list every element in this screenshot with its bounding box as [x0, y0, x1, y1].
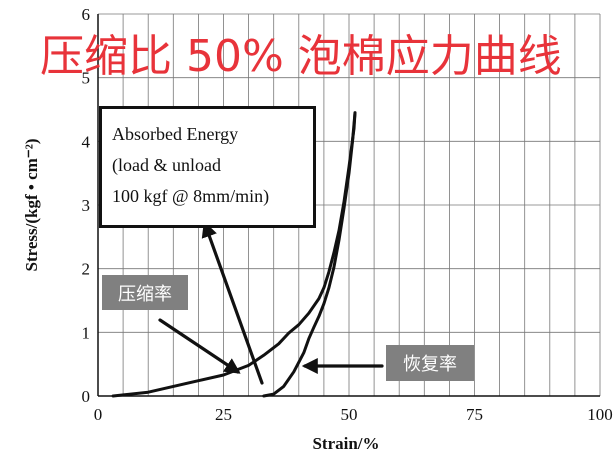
x-tick-label: 25 [215, 405, 232, 424]
x-tick-label: 75 [466, 405, 483, 424]
y-tick-label: 1 [82, 323, 91, 342]
page-title: 压缩比 50% 泡棉应力曲线 [40, 31, 562, 82]
y-tick-labels: 0 1 2 3 4 5 6 [82, 5, 91, 406]
absorbed-energy-box: Absorbed Energy (load & unload 100 kgf @… [99, 106, 316, 228]
y-tick-label: 3 [82, 196, 91, 215]
y-axis-label: Stress/(kgf • cm⁻²) [22, 138, 41, 271]
annotation-arrows [158, 220, 384, 385]
x-tick-labels: 0 25 50 75 100 [94, 405, 613, 424]
x-tick-label: 0 [94, 405, 103, 424]
absorbed-energy-line-1: Absorbed Energy [112, 124, 239, 144]
x-tick-label: 50 [341, 405, 358, 424]
y-tick-label: 5 [82, 69, 91, 88]
y-tick-label: 0 [82, 387, 91, 406]
y-tick-label: 6 [82, 5, 91, 24]
recovery-rate-label: 恢复率 [386, 345, 474, 381]
compression-rate-label: 压缩率 [102, 275, 188, 310]
series-lines [111, 111, 357, 398]
compression-arrow [158, 318, 241, 374]
x-axis-label: Strain/% [312, 434, 379, 453]
unloading-curve [262, 111, 357, 398]
absorbed-energy-line-3: 100 kgf @ 8mm/min) [112, 186, 270, 206]
y-tick-label: 2 [82, 260, 91, 279]
y-tick-label: 4 [82, 132, 91, 151]
axes [97, 14, 600, 397]
x-tick-label: 100 [587, 405, 613, 424]
absorbed-energy-line-2: (load & unload [112, 155, 221, 175]
energy-arrow [201, 220, 264, 385]
